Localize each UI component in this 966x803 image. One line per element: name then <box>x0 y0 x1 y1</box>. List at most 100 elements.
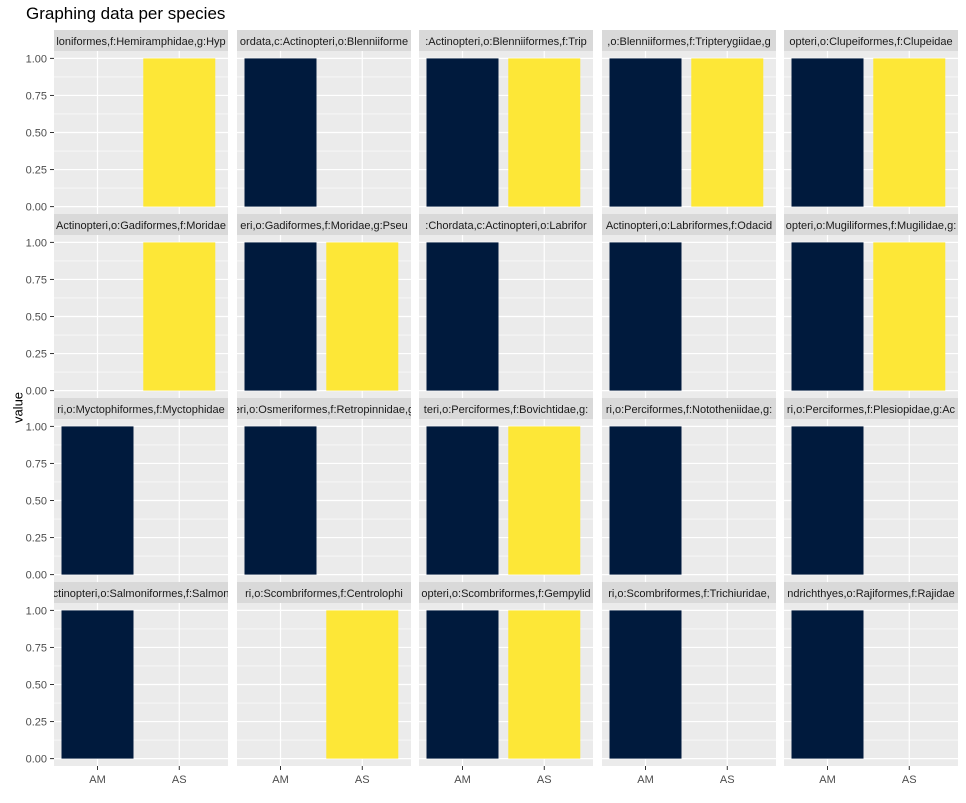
facet-strip <box>419 582 593 603</box>
facet-strip <box>602 582 776 603</box>
facet-strip <box>419 214 593 235</box>
bar-as <box>873 58 946 207</box>
y-tick-label: 0.00 <box>26 386 47 398</box>
facet-panel: eri,o:Osmeriformes,f:Retropinnidae,g <box>234 398 414 582</box>
facet-panel: opteri,o:Clupeiformes,f:Clupeidae <box>784 30 958 214</box>
facet-strip <box>602 30 776 51</box>
x-tick-label: AM <box>819 774 836 786</box>
facet-panel: ndrichthyes,o:Rajiformes,f:Rajidae AM AS <box>784 582 958 786</box>
bar-am <box>791 426 864 575</box>
y-tick-label: 0.75 <box>26 642 47 654</box>
x-tick-label: AS <box>355 774 370 786</box>
facet-panel: eri,o:Gadiformes,f:Moridae,g:Pseu <box>237 214 411 398</box>
facet-panel: teri,o:Perciformes,f:Bovichtidae,g: <box>419 398 593 582</box>
bar-as <box>326 610 399 759</box>
facet-strip <box>784 30 958 51</box>
facet-strip-label: Actinopteri,o:Gadiformes,f:Moridae <box>56 220 226 232</box>
facet-strip-label: ,o:Blenniiformes,f:Tripterygiidae,g <box>607 36 770 48</box>
facet-panel: ri,o:Scombriformes,f:Centrolophi AM AS <box>237 582 411 786</box>
facet-strip-label: opteri,o:Mugiliformes,f:Mugilidae,g: <box>786 220 957 232</box>
x-tick-label: AS <box>537 774 552 786</box>
facet-strip-label: :Chordata,c:Actinopteri,o:Labrifor <box>425 220 587 232</box>
bar-am <box>426 242 499 391</box>
bar-am <box>244 426 317 575</box>
facet-panel: Actinopteri,o:Labriformes,f:Odacid <box>602 214 776 398</box>
bar-am <box>426 58 499 207</box>
facet-strip-label: ri,o:Perciformes,f:Nototheniidae,g: <box>606 404 772 416</box>
x-tick-label: AS <box>902 774 917 786</box>
bar-as <box>508 58 581 207</box>
facet-strip <box>54 398 228 419</box>
y-tick-label: 0.75 <box>26 274 47 286</box>
y-tick-label: 1.00 <box>26 53 47 65</box>
facet-strip <box>784 398 958 419</box>
bar-am <box>791 58 864 207</box>
facet-panel: ri,o:Perciformes,f:Nototheniidae,g: <box>602 398 776 582</box>
y-tick-label: 1.00 <box>26 237 47 249</box>
facet-panel: ri,o:Scombriformes,f:Trichiuridae, AM AS <box>602 582 776 786</box>
facet-strip <box>419 30 593 51</box>
y-tick-label: 0.25 <box>26 717 47 729</box>
y-tick-label: 0.75 <box>26 90 47 102</box>
bar-am <box>426 610 499 759</box>
y-tick-label: 0.00 <box>26 202 47 214</box>
facet-panel: opteri,o:Scombriformes,f:Gempylid AM AS <box>419 582 593 786</box>
y-tick-label: 1.00 <box>26 421 47 433</box>
facet-strip-label: ri,o:Scombriformes,f:Centrolophi <box>245 588 403 600</box>
facet-strip-label: eri,o:Osmeriformes,f:Retropinnidae,g <box>234 404 414 416</box>
y-tick-label: 0.50 <box>26 496 47 508</box>
facet-strip <box>54 214 228 235</box>
facet-panel: ,o:Blenniiformes,f:Tripterygiidae,g <box>602 30 776 214</box>
x-tick-label: AS <box>172 774 187 786</box>
bar-am <box>244 242 317 391</box>
chart-title: Graphing data per species <box>26 4 226 23</box>
bar-as <box>508 610 581 759</box>
y-tick-label: 0.25 <box>26 349 47 361</box>
facet-panel: Actinopteri,o:Gadiformes,f:Moridae 0.00 0.… <box>26 214 228 398</box>
bar-as <box>508 426 581 575</box>
bar-am <box>791 242 864 391</box>
facet-panel: :Chordata,c:Actinopteri,o:Labrifor <box>419 214 593 398</box>
facet-strip-label: Actinopteri,o:Labriformes,f:Odacid <box>606 220 772 232</box>
bar-as <box>143 242 216 391</box>
facet-strip <box>54 582 228 603</box>
y-tick-label: 0.25 <box>26 533 47 545</box>
facet-panel: ri,o:Myctophiformes,f:Myctophidae 0.00 0.2… <box>26 398 228 582</box>
y-tick-label: 0.75 <box>26 458 47 470</box>
bar-as <box>143 58 216 207</box>
bar-am <box>609 242 682 391</box>
facet-strip-label: ri,o:Myctophiformes,f:Myctophidae <box>57 404 225 416</box>
facet-panel: opteri,o:Mugiliformes,f:Mugilidae,g: <box>784 214 958 398</box>
facet-strip-label: :Actinopteri,o:Blenniiformes,f:Trip <box>425 36 587 48</box>
bar-am <box>61 426 134 575</box>
bar-am <box>426 426 499 575</box>
facet-panel: loniformes,f:Hemiramphidae,g:Hyp 0.00 0.25… <box>26 30 228 214</box>
facet-strip-label: ri,o:Perciformes,f:Plesiopidae,g:Ac <box>787 404 956 416</box>
bar-am <box>609 610 682 759</box>
bar-as <box>873 242 946 391</box>
facet-panel: ctinopteri,o:Salmoniformes,f:Salmon 0.00 0… <box>26 582 230 786</box>
y-tick-label: 0.00 <box>26 754 47 766</box>
facet-strip-label: ordata,c:Actinopteri,o:Blenniiforme <box>240 36 408 48</box>
bar-am <box>609 58 682 207</box>
facet-strip <box>784 214 958 235</box>
facet-strip-label: teri,o:Perciformes,f:Bovichtidae,g: <box>424 404 588 416</box>
bar-am <box>609 426 682 575</box>
x-tick-label: AM <box>272 774 289 786</box>
bar-as <box>326 242 399 391</box>
x-tick-label: AM <box>454 774 471 786</box>
facet-strip <box>54 30 228 51</box>
facet-panel: :Actinopteri,o:Blenniiformes,f:Trip <box>419 30 593 214</box>
y-tick-label: 0.50 <box>26 680 47 692</box>
facet-strip-label: ctinopteri,o:Salmoniformes,f:Salmon <box>53 588 230 600</box>
facet-strip <box>237 30 411 51</box>
facet-strip <box>237 582 411 603</box>
facet-strip <box>237 398 411 419</box>
y-tick-label: 1.00 <box>26 605 47 617</box>
x-tick-label: AM <box>89 774 106 786</box>
facet-strip <box>602 214 776 235</box>
facet-strip-label: eri,o:Gadiformes,f:Moridae,g:Pseu <box>240 220 408 232</box>
y-tick-label: 0.50 <box>26 128 47 140</box>
bar-am <box>61 610 134 759</box>
